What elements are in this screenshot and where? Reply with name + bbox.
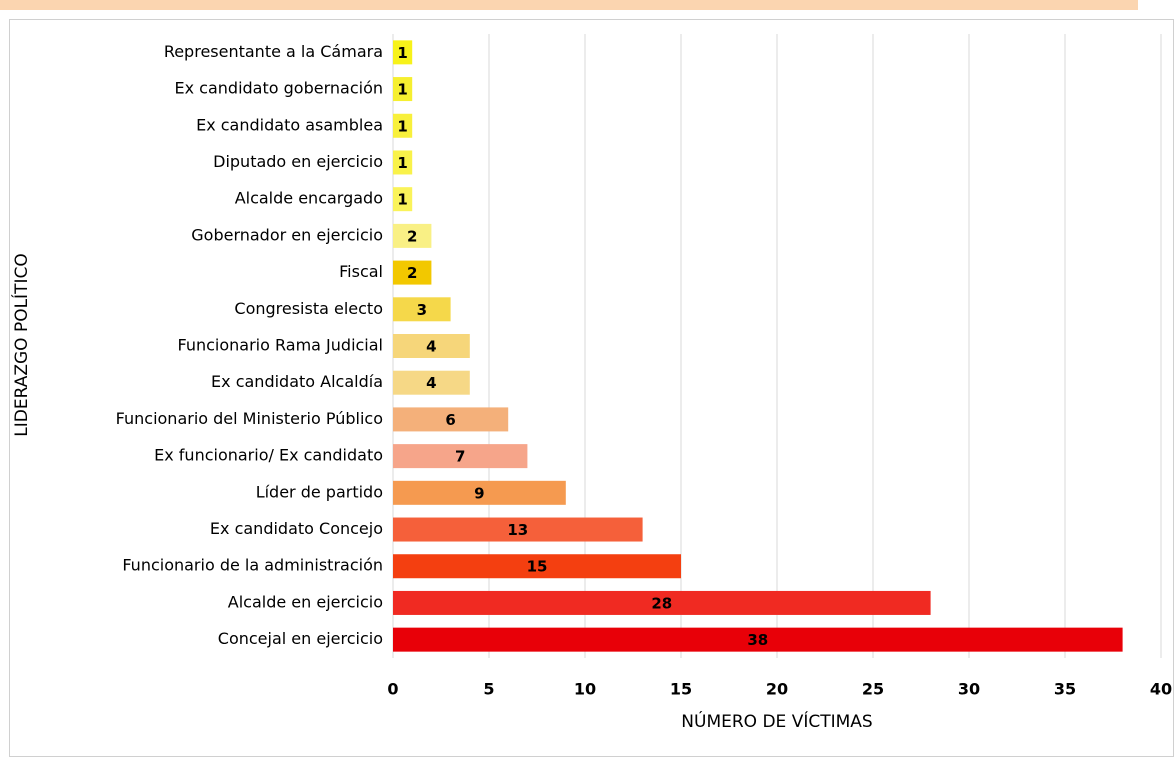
y-tick-label: Ex candidato gobernación — [175, 79, 383, 98]
x-tick-label: 30 — [958, 680, 980, 699]
y-tick-label: Ex funcionario/ Ex candidato — [154, 446, 383, 465]
x-tick-label: 25 — [862, 680, 884, 699]
value-label: 1 — [397, 154, 407, 172]
value-label: 1 — [397, 44, 407, 62]
bar — [393, 150, 413, 175]
x-tick-label: 20 — [766, 680, 788, 699]
y-tick-label: Ex candidato Concejo — [210, 519, 383, 538]
y-tick-label: Alcalde en ejercicio — [228, 592, 383, 611]
y-tick-label: Funcionario del Ministerio Público — [116, 409, 383, 428]
value-label: 1 — [397, 81, 407, 99]
value-label: 13 — [507, 521, 528, 539]
y-tick-label: Congresista electo — [234, 299, 383, 318]
value-label: 38 — [747, 631, 768, 649]
bar — [393, 113, 413, 138]
bar — [393, 627, 1123, 652]
value-label: 4 — [426, 374, 436, 392]
y-tick-label: Ex candidato asamblea — [196, 115, 383, 134]
y-tick-label: Alcalde encargado — [235, 189, 383, 208]
bar — [393, 517, 643, 542]
bar — [393, 444, 528, 469]
top-band — [0, 0, 1138, 10]
y-tick-label: Concejal en ejercicio — [218, 629, 383, 648]
x-tick-label: 10 — [574, 680, 596, 699]
bar — [393, 260, 432, 285]
x-tick-label: 35 — [1054, 680, 1076, 699]
value-label: 1 — [397, 191, 407, 209]
bar — [393, 223, 432, 248]
y-tick-label: Diputado en ejercicio — [213, 152, 383, 171]
y-tick-label: Fiscal — [339, 262, 383, 281]
bar — [393, 407, 509, 432]
value-label: 2 — [407, 227, 417, 245]
x-tick-label: 0 — [387, 680, 398, 699]
y-tick-label: Líder de partido — [256, 482, 383, 501]
value-label: 4 — [426, 338, 436, 356]
bar — [393, 77, 413, 102]
y-tick-label: Representante a la Cámara — [164, 42, 383, 61]
bar — [393, 187, 413, 212]
y-tick-label: Ex candidato Alcaldía — [211, 372, 383, 391]
value-label: 2 — [407, 264, 417, 282]
bar — [393, 480, 566, 505]
x-axis-title: NÚMERO DE VÍCTIMAS — [681, 710, 872, 732]
bar — [393, 554, 681, 579]
bar — [393, 297, 451, 322]
bar — [393, 40, 413, 65]
value-label: 9 — [474, 484, 484, 502]
y-axis-title: LIDERAZGO POLÍTICO — [10, 253, 32, 436]
value-label: 6 — [445, 411, 455, 429]
bar — [393, 370, 470, 395]
value-label: 1 — [397, 117, 407, 135]
x-tick-label: 15 — [670, 680, 692, 699]
value-label: 7 — [455, 448, 465, 466]
bar — [393, 590, 931, 615]
y-tick-label: Funcionario Rama Judicial — [178, 336, 383, 355]
value-label: 15 — [527, 558, 548, 576]
x-tick-label: 5 — [483, 680, 494, 699]
bar — [393, 334, 470, 358]
x-tick-label: 40 — [1150, 680, 1172, 699]
value-label: 28 — [651, 594, 672, 612]
value-label: 3 — [417, 301, 427, 319]
y-tick-label: Funcionario de la administración — [122, 556, 383, 575]
y-tick-label: Gobernador en ejercicio — [191, 225, 383, 244]
